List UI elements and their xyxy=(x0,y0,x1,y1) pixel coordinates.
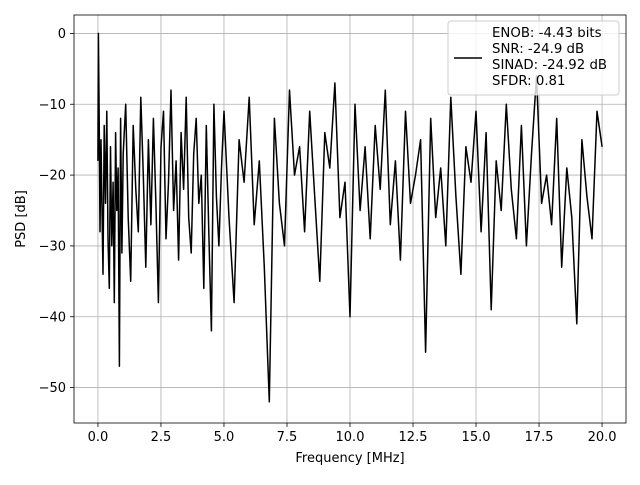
axis-ticks: 0.0 2.5 5.0 7.5 10.0 12.5 15.0 17.5 20.0 0 −10 −20 −… xyxy=(39,27,617,445)
legend-entry-sfdr: SFDR: 0.81 xyxy=(492,74,565,89)
legend-entry-snr: SNR: -24.9 dB xyxy=(492,42,584,57)
legend-entry-enob: ENOB: -4.43 bits xyxy=(492,26,602,41)
x-tick-label: 15.0 xyxy=(462,430,491,445)
x-axis-label: Frequency [MHz] xyxy=(295,451,404,466)
y-tick-label: −20 xyxy=(39,169,66,184)
legend-box xyxy=(447,20,620,96)
psd-series-line xyxy=(97,32,603,403)
y-tick-label: 0 xyxy=(58,27,66,42)
y-axis-label: PSD [dB] xyxy=(14,190,29,248)
x-tick-label: 17.5 xyxy=(525,430,554,445)
y-tick-label: −40 xyxy=(39,310,66,325)
legend: ENOB: -4.43 bits SNR: -24.9 dB SINAD: -2… xyxy=(447,20,620,96)
legend-entry-sinad: SINAD: -24.92 dB xyxy=(492,58,607,73)
x-tick-label: 0.0 xyxy=(88,430,109,445)
plot-area xyxy=(97,32,603,403)
y-tick-label: −30 xyxy=(39,239,66,254)
x-tick-label: 20.0 xyxy=(588,430,617,445)
y-tick-label: −50 xyxy=(39,381,66,396)
y-tick-label: −10 xyxy=(39,98,66,113)
x-tick-label: 7.5 xyxy=(277,430,298,445)
x-tick-label: 2.5 xyxy=(151,430,172,445)
x-tick-label: 12.5 xyxy=(399,430,428,445)
x-tick-label: 5.0 xyxy=(214,430,235,445)
x-tick-label: 10.0 xyxy=(336,430,365,445)
